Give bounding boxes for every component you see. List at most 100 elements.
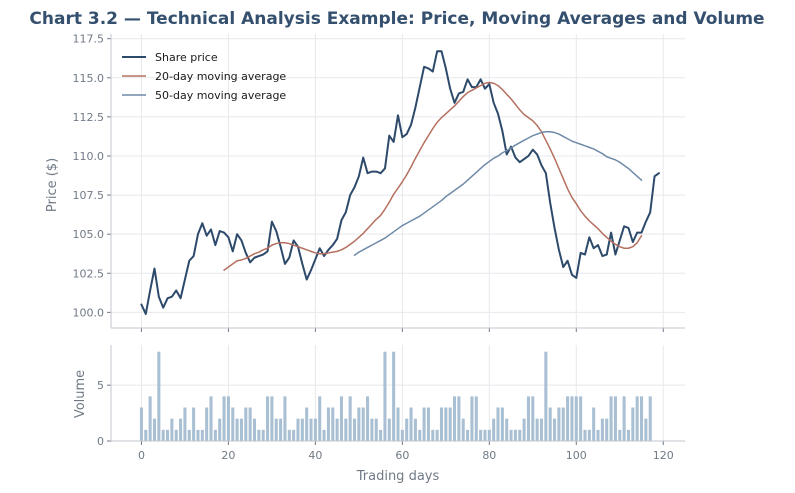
volume-bar — [374, 418, 378, 441]
volume-bar — [248, 407, 252, 441]
volume-bar — [579, 396, 583, 441]
volume-bar — [639, 396, 644, 441]
volume-bar — [539, 418, 544, 441]
volume-bar — [166, 429, 170, 441]
volume-bar — [635, 396, 639, 441]
legend-label-ma20: 20-day moving average — [155, 70, 286, 83]
volume-panel: 0 5 0 20 40 60 80 100 120 — [97, 345, 685, 462]
volume-bar — [596, 429, 600, 441]
volume-bar — [218, 418, 222, 441]
volume-xtick-label: 60 — [395, 449, 409, 462]
volume-bar — [179, 418, 183, 441]
volume-bar — [396, 407, 400, 441]
volume-bar — [335, 418, 339, 441]
volume-bar — [553, 418, 557, 441]
volume-bar — [457, 396, 461, 441]
series-line-ma20 — [223, 81, 643, 271]
volume-bar — [474, 396, 478, 441]
volume-bar — [283, 396, 287, 441]
volume-bar — [366, 396, 370, 441]
volume-bar — [309, 418, 313, 441]
volume-bar — [357, 407, 361, 441]
series-line-ma50 — [353, 130, 643, 257]
volume-bar — [244, 407, 248, 441]
price-ytick-label: 105.0 — [73, 228, 105, 241]
volume-bar — [453, 396, 457, 441]
volume-bar — [492, 418, 496, 441]
price-ytick-label: 100.0 — [73, 306, 105, 319]
volume-bar — [326, 407, 330, 441]
volume-bar — [170, 418, 174, 441]
volume-bar — [626, 429, 630, 441]
volume-bar — [557, 407, 561, 441]
volume-bar — [266, 396, 270, 441]
volume-bar — [426, 407, 430, 441]
volume-bar — [209, 396, 213, 441]
volume-bar — [461, 418, 465, 441]
volume-bar — [531, 396, 535, 441]
volume-bar — [644, 418, 648, 441]
volume-bar — [600, 418, 604, 441]
volume-bar — [570, 396, 574, 441]
volume-bar — [566, 396, 570, 441]
volume-bar — [631, 407, 635, 441]
volume-bar — [157, 351, 161, 441]
volume-bar — [274, 418, 278, 441]
volume-bar — [174, 429, 178, 441]
volume-bar — [513, 429, 517, 441]
volume-bar — [222, 396, 226, 441]
volume-bar — [287, 429, 291, 441]
volume-bar — [339, 396, 343, 441]
volume-bar — [500, 407, 504, 441]
volume-bar — [609, 396, 613, 441]
volume-xtick-label: 0 — [138, 449, 145, 462]
volume-bar — [574, 396, 578, 441]
price-ytick-label: 110.0 — [73, 150, 105, 163]
volume-ytick-label: 5 — [97, 379, 104, 392]
volume-bar — [231, 407, 235, 441]
volume-bar — [592, 407, 596, 441]
volume-bar — [322, 429, 326, 441]
volume-bar — [448, 407, 452, 441]
volume-xtick-label: 40 — [308, 449, 322, 462]
volume-bar — [518, 429, 522, 441]
volume-bar — [300, 418, 304, 441]
volume-bar — [261, 429, 265, 441]
volume-bar — [183, 407, 187, 441]
volume-bar — [392, 351, 396, 441]
volume-bar — [257, 429, 261, 441]
volume-bar — [352, 418, 357, 441]
volume-bar — [296, 418, 300, 441]
series-line-share_price — [140, 50, 660, 315]
price-ytick-label: 112.5 — [73, 111, 105, 124]
price-ytick-label: 102.5 — [73, 267, 105, 280]
volume-bar — [522, 418, 526, 441]
volume-bar — [466, 429, 470, 441]
volume-bar — [370, 418, 374, 441]
volume-axis-label: Volume — [73, 370, 88, 418]
volume-bar — [439, 407, 444, 441]
volume-bar — [544, 351, 548, 441]
volume-bar — [387, 418, 391, 441]
volume-bar — [348, 396, 352, 441]
price-panel: 100.0 102.5 105.0 107.5 110.0 112.5 115.0 117.5 — [73, 33, 685, 332]
legend-label-ma50: 50-day moving average — [155, 89, 286, 102]
volume-bar — [483, 429, 487, 441]
price-axis-label: Price ($) — [45, 158, 60, 212]
volume-bar — [413, 418, 417, 441]
volume-xtick-label: 120 — [653, 449, 674, 462]
volume-bar — [509, 429, 513, 441]
volume-bar — [344, 418, 348, 441]
volume-bar — [487, 429, 491, 441]
volume-bar — [361, 407, 365, 441]
volume-bar — [613, 396, 617, 441]
price-ytick-label: 117.5 — [73, 33, 105, 46]
volume-bar — [409, 407, 413, 441]
chart-title: Chart 3.2 — Technical Analysis Example: … — [29, 9, 764, 29]
volume-xtick-label: 100 — [566, 449, 587, 462]
volume-bar — [422, 407, 426, 441]
volume-xtick-label: 80 — [482, 449, 496, 462]
volume-bar — [535, 418, 539, 441]
volume-bar — [144, 429, 148, 441]
volume-bar — [548, 407, 552, 441]
